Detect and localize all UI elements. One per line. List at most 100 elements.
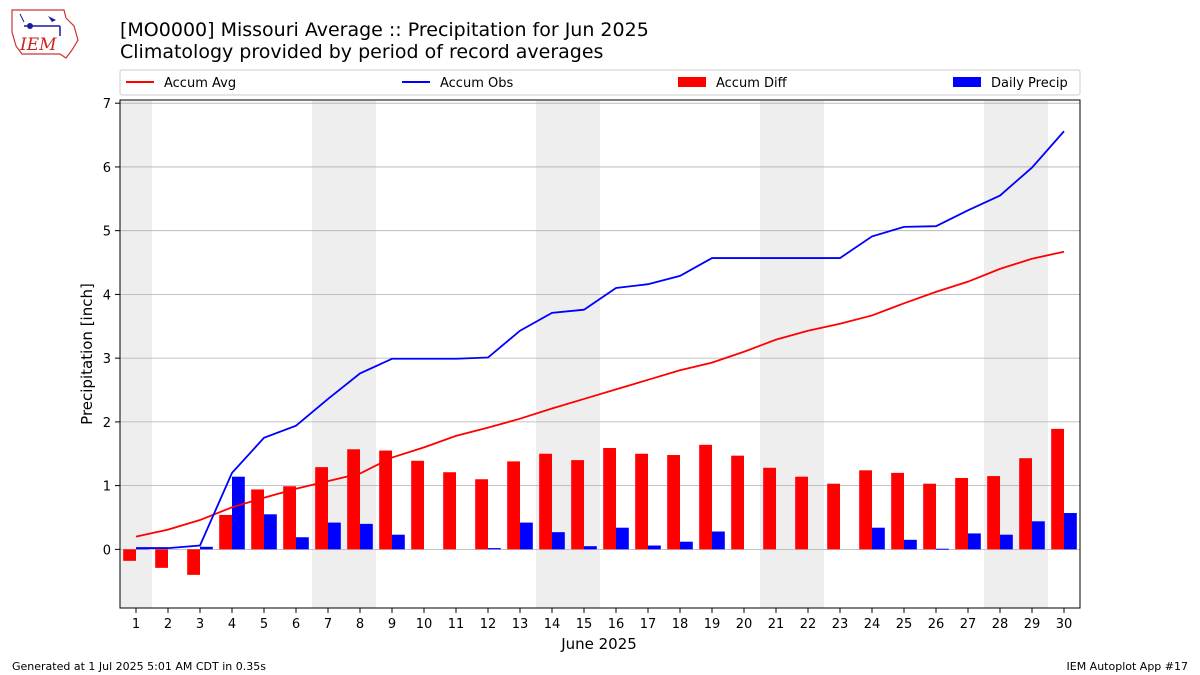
x-tick-label: 15 (576, 617, 593, 632)
x-tick-label: 4 (228, 617, 236, 632)
x-tick-label: 16 (608, 617, 625, 632)
accum-diff-bar (699, 444, 712, 550)
x-tick-label: 10 (416, 617, 433, 632)
y-tick-label: 1 (103, 480, 111, 495)
x-tick-label: 29 (1024, 617, 1041, 632)
accum-avg-line (135, 250, 1065, 538)
x-tick-label: 13 (512, 617, 529, 632)
daily-precip-bar (264, 514, 277, 550)
x-tick-label: 8 (356, 617, 364, 632)
daily-precip-bar (328, 522, 341, 550)
daily-precip-bar (552, 532, 565, 550)
legend-label: Accum Diff (716, 76, 788, 91)
x-tick-label: 11 (448, 617, 465, 632)
plot-area: 1 2 3 4 5 6 7 8 9 10 11 12 13 14 15 16 17 18 19 20 21 22 23 24 2… (103, 97, 1081, 632)
accum-diff-bar (443, 472, 456, 550)
footer-app: IEM Autoplot App #17 (1067, 660, 1189, 673)
accum-diff-bar (1051, 428, 1064, 550)
daily-precip-bar (936, 548, 949, 550)
chart-subtitle: Climatology provided by period of record… (120, 41, 603, 63)
y-tick-label: 3 (103, 352, 111, 367)
logo-text: IEM (19, 35, 57, 55)
accum-diff-bar (635, 453, 648, 550)
daily-precip-bar (872, 527, 885, 550)
x-tick-label: 6 (292, 617, 300, 632)
accum-diff-bar (827, 483, 840, 550)
daily-precip-bar (392, 534, 405, 550)
accum-diff-bar (603, 448, 616, 550)
accum-diff-bar (987, 476, 1000, 550)
x-tick-label: 26 (928, 617, 945, 632)
accum-diff-bar (123, 549, 136, 561)
daily-precip-bar (1032, 521, 1045, 550)
x-tick-label: 30 (1056, 617, 1073, 632)
accum-diff-bar (251, 489, 264, 550)
accum-diff-bar (923, 483, 936, 550)
daily-precip-bar (296, 537, 309, 550)
legend-bar-swatch (953, 77, 981, 87)
daily-precip-bar (968, 533, 981, 550)
y-tick-label: 6 (103, 161, 111, 176)
accum-diff-bar (411, 460, 424, 550)
accum-diff-bar (283, 486, 296, 550)
accum-diff-bar (667, 455, 680, 550)
x-tick-label: 3 (196, 617, 204, 632)
accum-diff-bar (475, 479, 488, 550)
y-tick-label: 7 (103, 97, 111, 112)
x-tick-label: 21 (768, 617, 785, 632)
accum-diff-bar (155, 549, 168, 568)
x-tick-label: 1 (132, 617, 140, 632)
daily-precip-bar (904, 539, 917, 550)
daily-precip-bar (520, 522, 533, 550)
accum-diff-bar (571, 460, 584, 550)
daily-precip-bar (712, 531, 725, 550)
legend-label: Daily Precip (991, 76, 1068, 91)
accum-diff-bar (219, 514, 232, 550)
daily-precip-bar (1000, 534, 1013, 550)
daily-precip-bar (584, 546, 597, 550)
accum-diff-bar (187, 549, 200, 575)
y-tick-label: 0 (103, 543, 111, 558)
weekend-band (120, 100, 152, 608)
iem-logo-icon: IEM (11, 9, 79, 59)
y-tick-label: 4 (103, 288, 111, 303)
accum-diff-bar (859, 470, 872, 550)
accum-diff-bar (731, 455, 744, 550)
accum-diff-bar (539, 453, 552, 550)
legend-bar-swatch (678, 77, 706, 87)
daily-precip-bar (232, 476, 245, 550)
x-tick-label: 23 (832, 617, 849, 632)
x-axis-label: June 2025 (560, 635, 637, 653)
daily-precip-bar (680, 541, 693, 550)
accum-diff-bar (891, 472, 904, 550)
accum-diff-bar (347, 449, 360, 550)
plot-frame (119, 99, 1081, 609)
accum-obs-line (136, 130, 1065, 549)
legend-label: Accum Avg (164, 76, 236, 91)
legend-label: Accum Obs (440, 76, 513, 91)
footer-generated: Generated at 1 Jul 2025 5:01 AM CDT in 0… (12, 660, 266, 673)
x-tick-label: 5 (260, 617, 268, 632)
accum-diff-bar (795, 476, 808, 550)
x-tick-label: 27 (960, 617, 977, 632)
x-tick-label: 28 (992, 617, 1009, 632)
legend: Accum Avg Accum Obs Accum Diff Daily Precip (119, 69, 1081, 96)
y-axis-label: Precipitation [inch] (78, 283, 96, 425)
x-tick-label: 19 (704, 617, 721, 632)
y-tick-label: 5 (103, 225, 111, 240)
x-tick-label: 2 (164, 617, 172, 632)
accum-diff-bar (379, 450, 392, 550)
x-tick-label: 14 (544, 617, 561, 632)
x-tick-label: 18 (672, 617, 689, 632)
daily-precip-bar (488, 548, 501, 550)
x-tick-label: 24 (864, 617, 881, 632)
x-tick-label: 25 (896, 617, 913, 632)
x-tick-label: 17 (640, 617, 657, 632)
daily-precip-bar (200, 546, 213, 550)
accum-diff-bar (763, 467, 776, 550)
x-tick-label: 20 (736, 617, 753, 632)
x-tick-label: 22 (800, 617, 817, 632)
x-tick-label: 12 (480, 617, 497, 632)
daily-precip-bar (1064, 513, 1077, 550)
